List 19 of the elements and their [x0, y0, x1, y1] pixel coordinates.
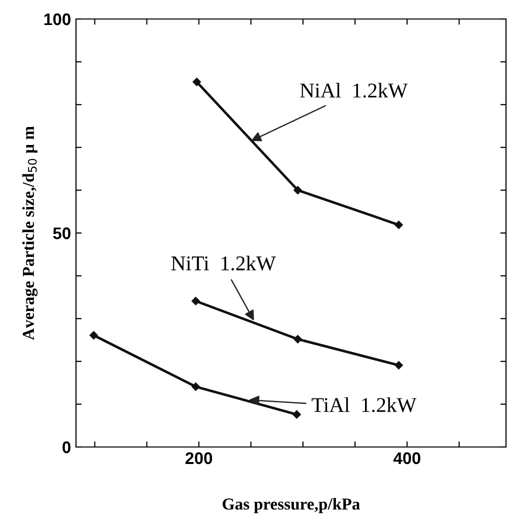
- point: [192, 382, 200, 391]
- y-axis-title: Average Particle size,/d$_{50}$ μ m: [22, 126, 38, 340]
- point: [292, 410, 301, 419]
- point: [394, 361, 403, 370]
- x-axis-title: Gas pressure,p/kPa: [222, 498, 360, 514]
- point: [294, 186, 302, 194]
- point: [394, 220, 403, 229]
- annotation: NiTi 1.2kW: [171, 256, 276, 271]
- annotation: TiAl 1.2kW: [312, 397, 416, 412]
- point: [192, 78, 201, 86]
- y-tick-label: 100: [44, 13, 70, 26]
- y-tick-label: 50: [53, 227, 70, 240]
- x-tick-label: 200: [186, 452, 212, 464]
- x-tick-label: 400: [393, 452, 420, 464]
- point: [294, 335, 302, 344]
- y-tick-label: 0: [62, 441, 70, 454]
- point: [90, 331, 98, 340]
- annotation: NiAl 1.2kW: [300, 82, 408, 98]
- point: [192, 296, 200, 306]
